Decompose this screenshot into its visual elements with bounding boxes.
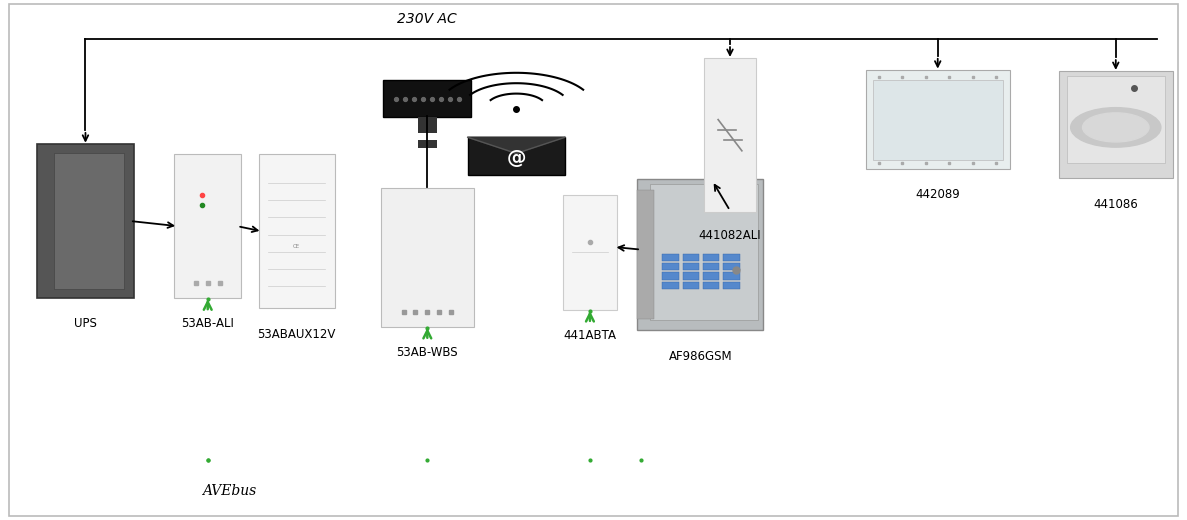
Text: 53AB-WBS: 53AB-WBS [396,346,458,359]
FancyBboxPatch shape [563,194,617,309]
FancyBboxPatch shape [259,154,335,308]
FancyBboxPatch shape [418,140,437,149]
FancyBboxPatch shape [704,58,756,212]
FancyBboxPatch shape [468,137,565,175]
FancyBboxPatch shape [391,252,464,263]
FancyBboxPatch shape [174,284,241,293]
Text: @: @ [507,149,526,168]
Text: 442089: 442089 [915,188,960,201]
FancyBboxPatch shape [703,254,719,261]
FancyBboxPatch shape [259,160,335,168]
FancyBboxPatch shape [174,160,241,168]
FancyBboxPatch shape [683,254,699,261]
FancyBboxPatch shape [381,193,474,202]
Circle shape [1071,108,1161,147]
FancyBboxPatch shape [888,109,988,132]
Text: 53ABAUX12V: 53ABAUX12V [258,328,336,341]
FancyBboxPatch shape [872,80,1003,160]
FancyBboxPatch shape [383,80,471,117]
Text: CE: CE [293,244,300,250]
FancyBboxPatch shape [381,313,474,321]
FancyBboxPatch shape [649,184,757,320]
FancyBboxPatch shape [1067,76,1164,163]
FancyBboxPatch shape [76,174,95,184]
FancyBboxPatch shape [662,272,679,280]
FancyBboxPatch shape [391,272,464,278]
FancyBboxPatch shape [662,263,679,270]
FancyBboxPatch shape [683,263,699,270]
FancyBboxPatch shape [653,199,748,235]
FancyBboxPatch shape [183,216,233,239]
FancyBboxPatch shape [389,210,465,243]
Text: AF986GSM: AF986GSM [668,349,732,362]
FancyBboxPatch shape [723,254,740,261]
FancyBboxPatch shape [637,190,654,319]
FancyBboxPatch shape [703,282,719,289]
FancyBboxPatch shape [662,254,679,261]
FancyBboxPatch shape [703,272,719,280]
Text: 230V AC: 230V AC [398,12,457,26]
FancyBboxPatch shape [381,188,474,327]
FancyBboxPatch shape [418,124,437,133]
FancyBboxPatch shape [37,144,133,298]
FancyBboxPatch shape [703,263,719,270]
Text: 441ABTA: 441ABTA [564,329,616,342]
FancyBboxPatch shape [662,282,679,289]
FancyBboxPatch shape [867,70,1009,169]
FancyBboxPatch shape [55,153,123,289]
Text: UPS: UPS [74,317,97,330]
FancyBboxPatch shape [683,282,699,289]
Text: AVEbus: AVEbus [202,484,256,498]
Circle shape [1083,113,1149,142]
FancyBboxPatch shape [723,282,740,289]
FancyBboxPatch shape [174,154,241,298]
FancyBboxPatch shape [1059,71,1173,178]
FancyBboxPatch shape [683,272,699,280]
FancyBboxPatch shape [637,179,763,331]
Text: 441086: 441086 [1093,198,1138,211]
Text: 441082ALI: 441082ALI [699,229,761,242]
FancyBboxPatch shape [723,263,740,270]
Text: 53AB-ALI: 53AB-ALI [182,317,234,330]
FancyBboxPatch shape [723,272,740,280]
FancyBboxPatch shape [259,295,335,303]
Polygon shape [468,137,565,153]
FancyBboxPatch shape [418,116,437,125]
